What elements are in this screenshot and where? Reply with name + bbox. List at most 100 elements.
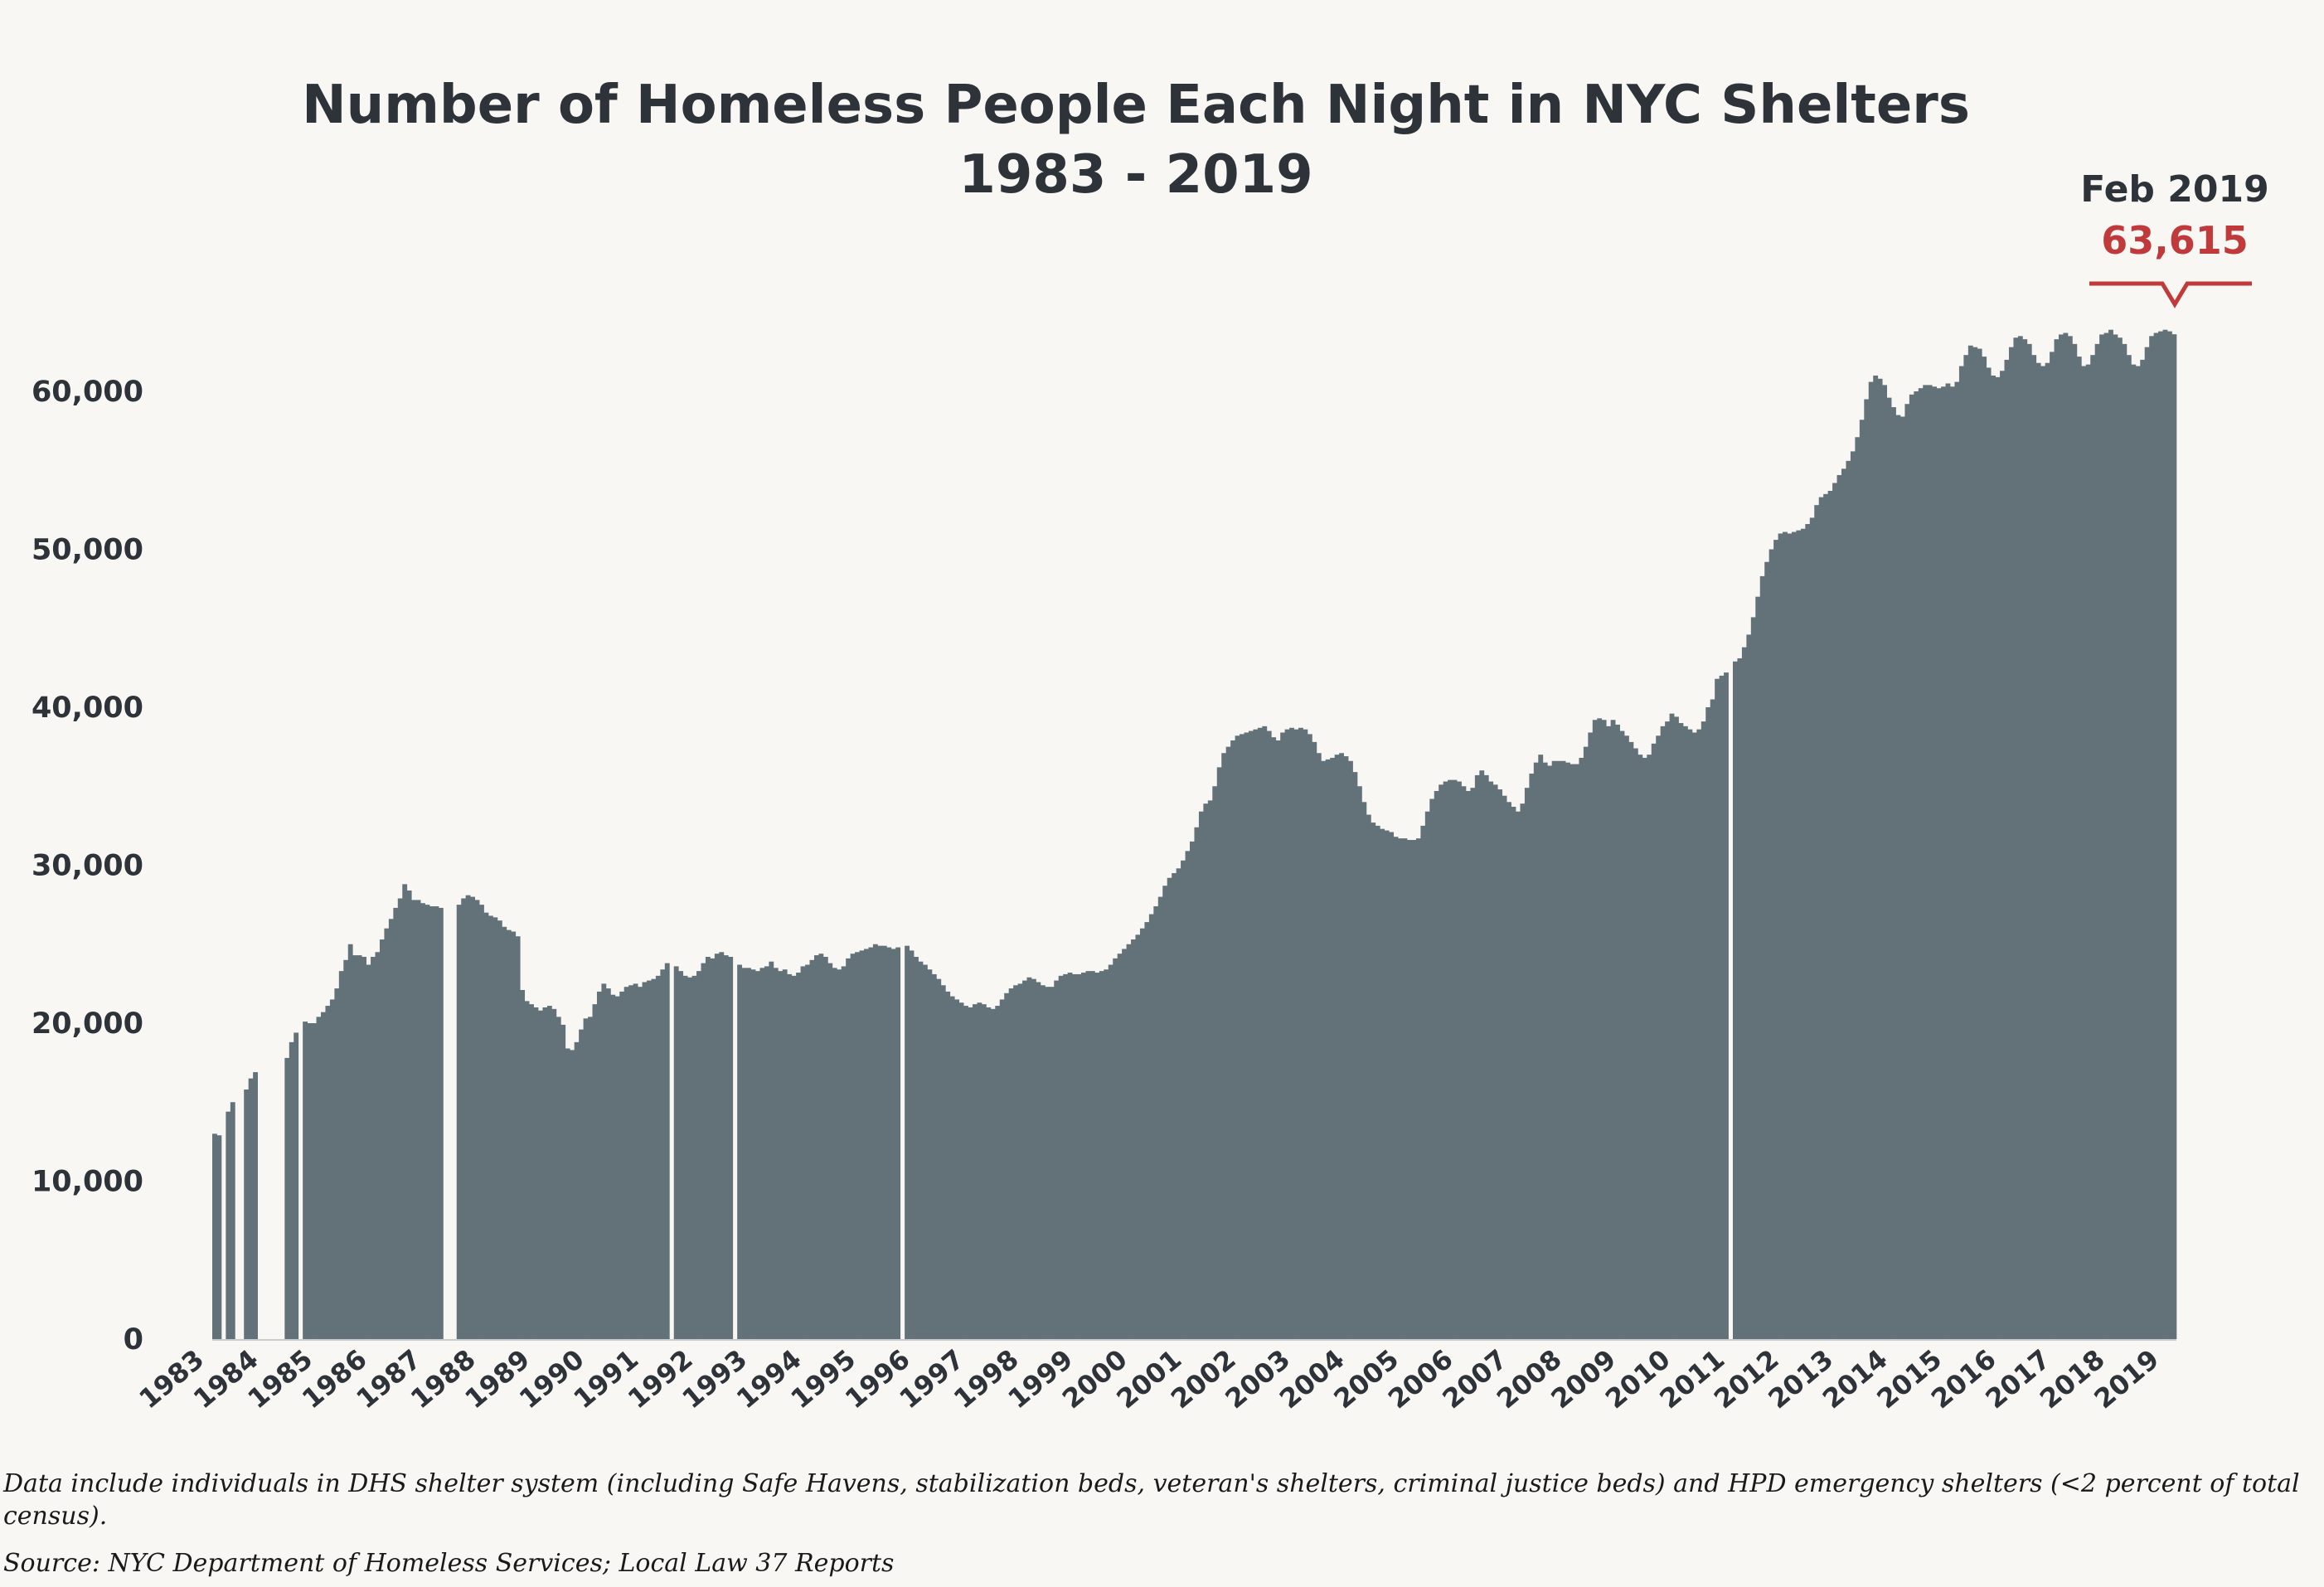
bar [588, 1017, 593, 1339]
bar [1131, 939, 1136, 1339]
bar [710, 958, 716, 1339]
bar [1483, 774, 1489, 1339]
bar [605, 988, 611, 1339]
bar [1045, 987, 1050, 1339]
bar [2085, 364, 2091, 1339]
bar [2108, 329, 2113, 1340]
bar [371, 956, 376, 1339]
bar [1407, 840, 1412, 1339]
bar [2135, 366, 2141, 1339]
bar [284, 1057, 290, 1339]
bar [1556, 760, 1561, 1339]
bar [1551, 760, 1557, 1339]
bar [1113, 958, 1118, 1339]
bar [1982, 357, 1987, 1340]
bar [1755, 596, 1761, 1339]
bar [502, 926, 507, 1340]
bar [1352, 772, 1358, 1339]
bar [750, 969, 756, 1339]
bar [1176, 868, 1181, 1339]
bar [1746, 634, 1752, 1339]
bar [1615, 724, 1620, 1339]
bar [2140, 359, 2146, 1339]
bar [402, 884, 408, 1339]
bar [248, 1078, 254, 1339]
bar [1597, 718, 1603, 1339]
bar [877, 945, 883, 1339]
bar [813, 955, 819, 1340]
y-tick-label: 20,000 [32, 1007, 143, 1041]
bar [334, 988, 340, 1339]
bar [1375, 825, 1380, 1340]
bar [918, 961, 924, 1339]
bar [1492, 784, 1498, 1339]
bar [303, 1022, 308, 1340]
bar [338, 971, 344, 1339]
bar [678, 971, 684, 1339]
bar [949, 996, 955, 1340]
bar [673, 966, 679, 1339]
bar [1167, 877, 1172, 1339]
bar [800, 966, 806, 1339]
bar [2059, 334, 2064, 1339]
bar [2117, 337, 2123, 1340]
bar [546, 1006, 552, 1340]
bar [570, 1050, 575, 1339]
bar [2067, 336, 2073, 1340]
bar [737, 964, 743, 1339]
bar [1356, 786, 1362, 1339]
bar [1764, 561, 1770, 1339]
bar [2045, 362, 2050, 1340]
annotation-pointer-icon [2089, 281, 2252, 308]
bar [2090, 355, 2096, 1340]
bar [2158, 331, 2163, 1339]
bar [1601, 720, 1607, 1339]
bar [379, 939, 385, 1339]
bar [1574, 764, 1579, 1339]
bar [2035, 362, 2041, 1340]
bar [1474, 774, 1480, 1339]
bar [1914, 391, 1919, 1339]
bar [841, 966, 847, 1339]
bar [1221, 753, 1227, 1339]
annotation-date: Feb 2019 [2080, 168, 2268, 211]
bar [1660, 726, 1666, 1339]
bar [384, 928, 390, 1339]
bar [1212, 786, 1218, 1339]
bar [1619, 730, 1625, 1339]
bar [1104, 969, 1109, 1339]
bar [1936, 388, 1942, 1340]
bar [2063, 332, 2069, 1339]
bar [2050, 352, 2055, 1340]
bar [1945, 383, 1951, 1340]
bar [289, 1041, 294, 1339]
bar [375, 952, 381, 1340]
bar [1656, 735, 1662, 1339]
bar [1832, 483, 1837, 1339]
bar [977, 1002, 982, 1339]
bar [973, 1004, 978, 1339]
bar [574, 1041, 580, 1339]
bar [1637, 755, 1643, 1339]
bar [1089, 971, 1095, 1339]
bar [352, 955, 358, 1340]
bar [1710, 699, 1715, 1339]
bar [1275, 740, 1281, 1339]
bar [1389, 832, 1395, 1339]
bar [746, 968, 751, 1340]
bar [610, 994, 616, 1339]
bar [687, 977, 692, 1340]
bar [415, 900, 421, 1339]
bar [316, 1017, 322, 1339]
bar [406, 890, 412, 1339]
bar [2162, 329, 2168, 1340]
bar [1886, 397, 1892, 1339]
bar [1773, 540, 1778, 1339]
bar [999, 999, 1005, 1339]
bar [438, 907, 444, 1339]
bar [1240, 734, 1244, 1339]
bar [1823, 493, 1829, 1339]
bar [1289, 727, 1294, 1339]
bar [357, 955, 362, 1340]
bar [1864, 399, 1870, 1339]
